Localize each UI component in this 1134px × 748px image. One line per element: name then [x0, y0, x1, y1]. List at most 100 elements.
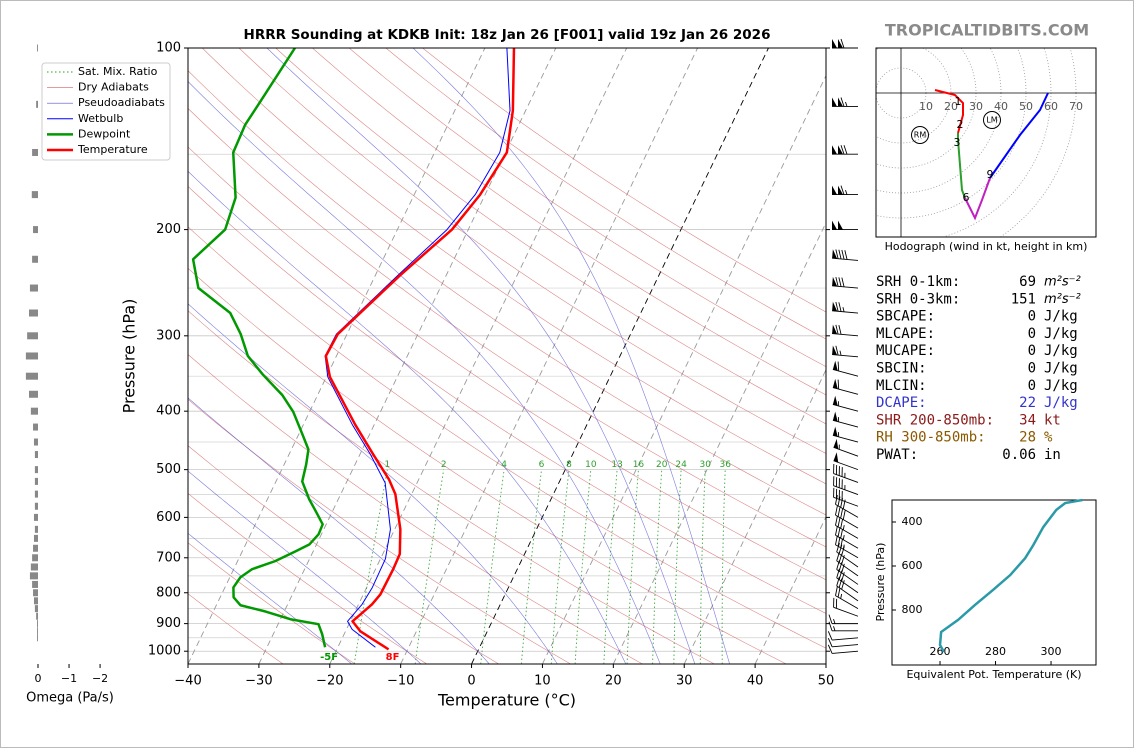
thetae-frame — [891, 499, 1097, 666]
wind-barb — [827, 644, 859, 654]
wind-barb — [833, 487, 859, 507]
background-line — [626, 469, 639, 664]
background-line — [188, 267, 787, 664]
barb-shaft — [833, 485, 859, 496]
omega-bar — [36, 612, 38, 620]
hodo-trace — [964, 177, 991, 221]
hodo-ring-label: 40 — [994, 100, 1008, 113]
wind-barb — [828, 621, 858, 632]
barb-shaft — [836, 551, 859, 568]
barb-shaft — [833, 496, 859, 507]
omega-bar — [34, 451, 38, 459]
stat-unit: % — [1044, 430, 1053, 446]
isotherm — [471, 48, 769, 664]
background-line — [188, 310, 715, 664]
x-tick-label: 50 — [818, 674, 835, 689]
barb-feather — [835, 249, 839, 259]
barb-feather — [837, 517, 841, 527]
barb-pennant — [838, 185, 843, 195]
watermark: TROPICALTIDBITS.COM — [885, 21, 1089, 40]
omega-bar — [32, 580, 38, 588]
stat-label: RH 300-850mb: — [876, 430, 986, 446]
thetae-x-tick-label: 280 — [985, 645, 1006, 658]
wind-barb — [833, 476, 859, 496]
hodo-height-label: 3 — [954, 136, 961, 149]
wind-barb — [832, 345, 859, 358]
barb-feather — [835, 345, 839, 356]
omega-bar — [32, 554, 38, 562]
barb-shaft — [832, 257, 859, 261]
wind-barb — [836, 568, 859, 594]
background-line — [188, 226, 826, 649]
barb-shaft — [832, 369, 859, 377]
wind-barb — [832, 249, 859, 261]
barb-pennant — [832, 301, 838, 312]
thetae-line — [938, 498, 1083, 653]
background-line — [188, 542, 356, 664]
x-tick-label: 30 — [676, 674, 693, 689]
legend-label: Wetbulb — [78, 112, 123, 125]
barb-feather — [835, 505, 838, 516]
barb-pennant — [832, 345, 838, 355]
stat-value: 151 — [1011, 291, 1036, 307]
hodo-ring-label: 10 — [919, 100, 933, 113]
background-line — [385, 48, 826, 340]
stat-label: DCAPE: — [876, 395, 927, 411]
barb-feather — [838, 277, 842, 287]
omega-bar — [33, 544, 38, 552]
hodo-ring-label: 60 — [1044, 100, 1058, 113]
thetae-y-title: Pressure (hPa) — [874, 543, 887, 622]
barb-feather — [836, 560, 840, 570]
barb-shaft — [832, 404, 859, 412]
barb-feather — [840, 508, 844, 519]
background-line — [188, 146, 826, 581]
wind-barb — [832, 411, 859, 428]
mixing-ratio-label: 16 — [633, 460, 645, 470]
stat-value: 69 — [1019, 274, 1036, 290]
background-line — [574, 469, 592, 664]
background-line — [266, 48, 696, 664]
x-tick-label: −10 — [387, 674, 414, 689]
sounding-line — [324, 48, 516, 651]
wind-barb — [832, 145, 858, 155]
hodo-height-label: 1 — [955, 95, 962, 108]
background-line — [188, 170, 627, 664]
barb-feather — [838, 562, 843, 572]
omega-bar — [34, 490, 38, 498]
barb-half — [839, 350, 842, 356]
thetae-x-tick-label: 260 — [930, 645, 951, 658]
thetae-x-tick-label: 300 — [1041, 645, 1062, 658]
omega-bar — [30, 563, 38, 571]
mixing-ratio-label: 4 — [501, 460, 507, 470]
background-line — [480, 469, 505, 664]
wind-barb — [833, 464, 859, 483]
barb-feather — [840, 498, 844, 508]
stat-value: 0 — [1028, 361, 1036, 377]
omega-bar — [30, 407, 38, 415]
omega-tick-label: −2 — [92, 672, 108, 685]
x-tick-label: −30 — [245, 674, 272, 689]
barb-feather — [836, 576, 840, 587]
y-tick-label: 800 — [156, 585, 181, 600]
barb-feather — [836, 551, 840, 562]
omega-bar — [25, 372, 38, 380]
barb-pennant — [832, 97, 837, 107]
stat-label: MUCAPE: — [876, 343, 935, 359]
barb-shaft — [832, 434, 859, 443]
stat-unit: J/kg — [1044, 361, 1078, 377]
stat-value: 0 — [1028, 309, 1036, 325]
barb-shaft — [832, 419, 859, 428]
chart-title: HRRR Sounding at KDKB Init: 18z Jan 26 [… — [244, 27, 771, 43]
background-line — [238, 48, 826, 454]
barb-feather — [836, 568, 840, 578]
omega-bar — [31, 191, 38, 199]
barb-shaft — [833, 473, 859, 483]
barb-feather — [827, 644, 833, 654]
background-line — [422, 48, 826, 313]
stat-unit: J/kg — [1044, 309, 1078, 325]
hodograph-frame — [875, 47, 1097, 238]
barb-feather — [835, 276, 839, 287]
omega-bar — [34, 477, 38, 485]
hodo-ring-label: 50 — [1019, 100, 1033, 113]
barb-feather — [838, 249, 842, 260]
